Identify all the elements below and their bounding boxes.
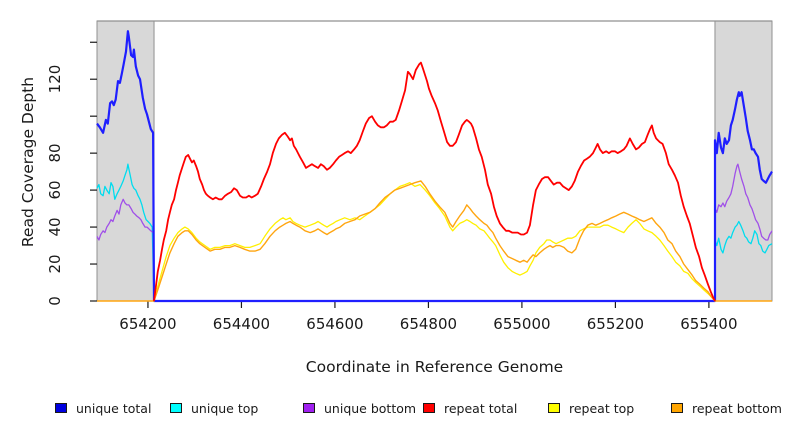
series-line-unique-total: [96, 30, 773, 303]
legend-item-repeat-total: repeat total: [423, 398, 517, 418]
series-line-unique-top: [96, 163, 773, 302]
series-line-repeat-bottom: [97, 180, 772, 302]
legend: unique total unique top unique bottom repea…: [0, 396, 792, 420]
x-tick-label: 654400: [212, 315, 271, 333]
x-tick-label: 654600: [306, 315, 364, 333]
series-line-repeat-total: [153, 61, 716, 302]
x-axis-title: Coordinate in Reference Genome: [305, 358, 564, 376]
legend-swatch-unique-total: [55, 403, 67, 413]
x-tick-label: 655200: [586, 315, 645, 333]
legend-swatch-repeat-top: [548, 403, 560, 413]
legend-label: unique top: [191, 400, 259, 416]
x-tick-label: 655400: [680, 315, 738, 333]
legend-label: repeat total: [444, 400, 518, 416]
y-tick-label: 80: [46, 143, 64, 163]
legend-item-unique-total: unique total: [55, 398, 151, 418]
legend-label: repeat bottom: [692, 400, 782, 416]
legend-swatch-repeat-total: [423, 403, 435, 413]
legend-item-repeat-top: repeat top: [548, 398, 634, 418]
y-tick-label: 120: [46, 64, 64, 94]
x-tick-label: 655000: [493, 315, 551, 333]
gray-region-right: [714, 20, 773, 302]
gray-region-left: [96, 20, 155, 302]
legend-item-unique-bottom: unique bottom: [303, 398, 416, 418]
legend-label: unique total: [76, 400, 152, 416]
legend-swatch-unique-bottom: [303, 403, 315, 413]
series-line-repeat-top: [153, 182, 716, 302]
legend-label: repeat top: [569, 400, 635, 416]
legend-label: unique bottom: [324, 400, 417, 416]
x-tick-label: 654200: [119, 315, 177, 333]
legend-item-repeat-bottom: repeat bottom: [671, 398, 782, 418]
series-line-unique-bottom: [96, 163, 773, 302]
legend-swatch-repeat-bottom: [671, 403, 683, 413]
x-tick-label: 654800: [399, 315, 458, 333]
y-axis-title: Read Coverage Depth: [19, 76, 37, 248]
legend-swatch-unique-top: [170, 403, 182, 413]
legend-item-unique-top: unique top: [170, 398, 258, 418]
